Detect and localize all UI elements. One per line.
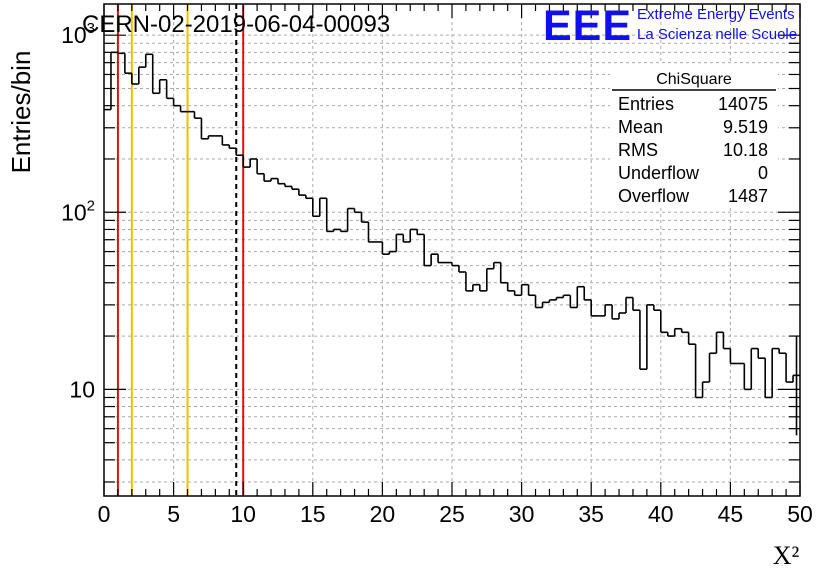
stats-box: ChiSquare Entries 14075 Mean 9.519 RMS 10.18 U… <box>610 64 778 208</box>
y-tick-label: 10 <box>69 376 95 402</box>
x-axis-label: X² <box>773 541 800 570</box>
stats-row-label: Overflow <box>618 186 690 206</box>
x-tick-label: 25 <box>439 501 465 527</box>
histogram-series <box>104 51 800 436</box>
stats-row-value: 14075 <box>718 94 768 114</box>
y-tick-label: 103 <box>61 20 95 48</box>
stats-row-value: 10.18 <box>723 140 768 160</box>
logo-line-1: Extreme Energy Events <box>637 6 795 23</box>
x-tick-label: 10 <box>230 501 256 527</box>
x-tick-label: 45 <box>718 501 744 527</box>
stats-row-label: Underflow <box>618 163 700 183</box>
x-tick-label: 15 <box>300 501 326 527</box>
x-tick-label: 50 <box>787 501 813 527</box>
stats-row-value: 9.519 <box>723 117 768 137</box>
stats-box-background <box>610 64 778 208</box>
x-tick-label: 0 <box>98 501 111 527</box>
stats-row-value: 0 <box>758 163 768 183</box>
stats-row-label: Entries <box>618 94 674 114</box>
logo-line-2: La Scienza nelle Scuole <box>637 26 797 43</box>
logo-mark: EEE <box>543 2 632 50</box>
axis-ticks: 0 5 10 15 20 25 30 35 40 45 50 10 102 103 <box>61 4 813 527</box>
x-tick-label: 5 <box>167 501 180 527</box>
x-tick-label: 40 <box>648 501 674 527</box>
y-axis-label: Entries/bin <box>6 51 36 174</box>
stats-row-value: 1487 <box>728 186 768 206</box>
stats-row-label: Mean <box>618 117 663 137</box>
stats-row-label: RMS <box>618 140 658 160</box>
eee-logo: EEE Extreme Energy Events La Scienza nel… <box>543 2 797 50</box>
x-tick-label: 35 <box>578 501 604 527</box>
reference-lines <box>116 4 245 496</box>
stats-box-name: ChiSquare <box>656 71 732 88</box>
chart-title: CERN-02-2019-06-04-00093 <box>82 11 390 38</box>
x-tick-label: 30 <box>509 501 535 527</box>
y-tick-label: 102 <box>61 197 95 225</box>
x-tick-label: 20 <box>370 501 396 527</box>
